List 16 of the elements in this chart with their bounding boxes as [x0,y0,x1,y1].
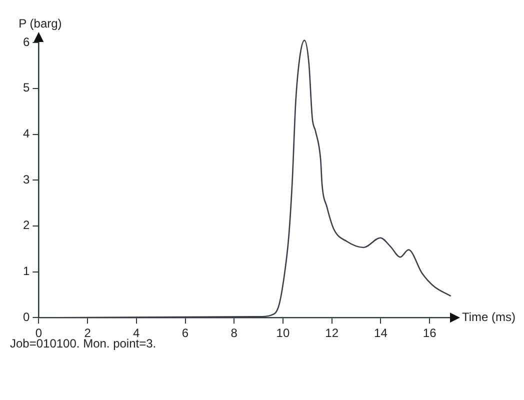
y-tick-label: 5 [22,80,30,95]
line-series [56,40,452,318]
x-tick-label: 16 [422,326,437,340]
x-tick-label: 8 [230,326,238,340]
y-tick-label: 1 [22,264,30,278]
x-tick-label: 14 [374,326,388,340]
x-tick-label: 12 [325,326,339,340]
x-axis-title: Time (ms) [462,310,516,324]
x-tick-label: 6 [182,326,189,340]
y-tick-label: 0 [22,310,30,324]
y-axis-title: P (barg) [18,16,62,30]
y-tick-label: 3 [22,172,30,186]
x-tick-label: 10 [276,326,290,340]
y-tick-label: 6 [22,34,30,49]
y-tick-label: 2 [22,218,30,232]
y-tick-label: 4 [22,126,30,141]
